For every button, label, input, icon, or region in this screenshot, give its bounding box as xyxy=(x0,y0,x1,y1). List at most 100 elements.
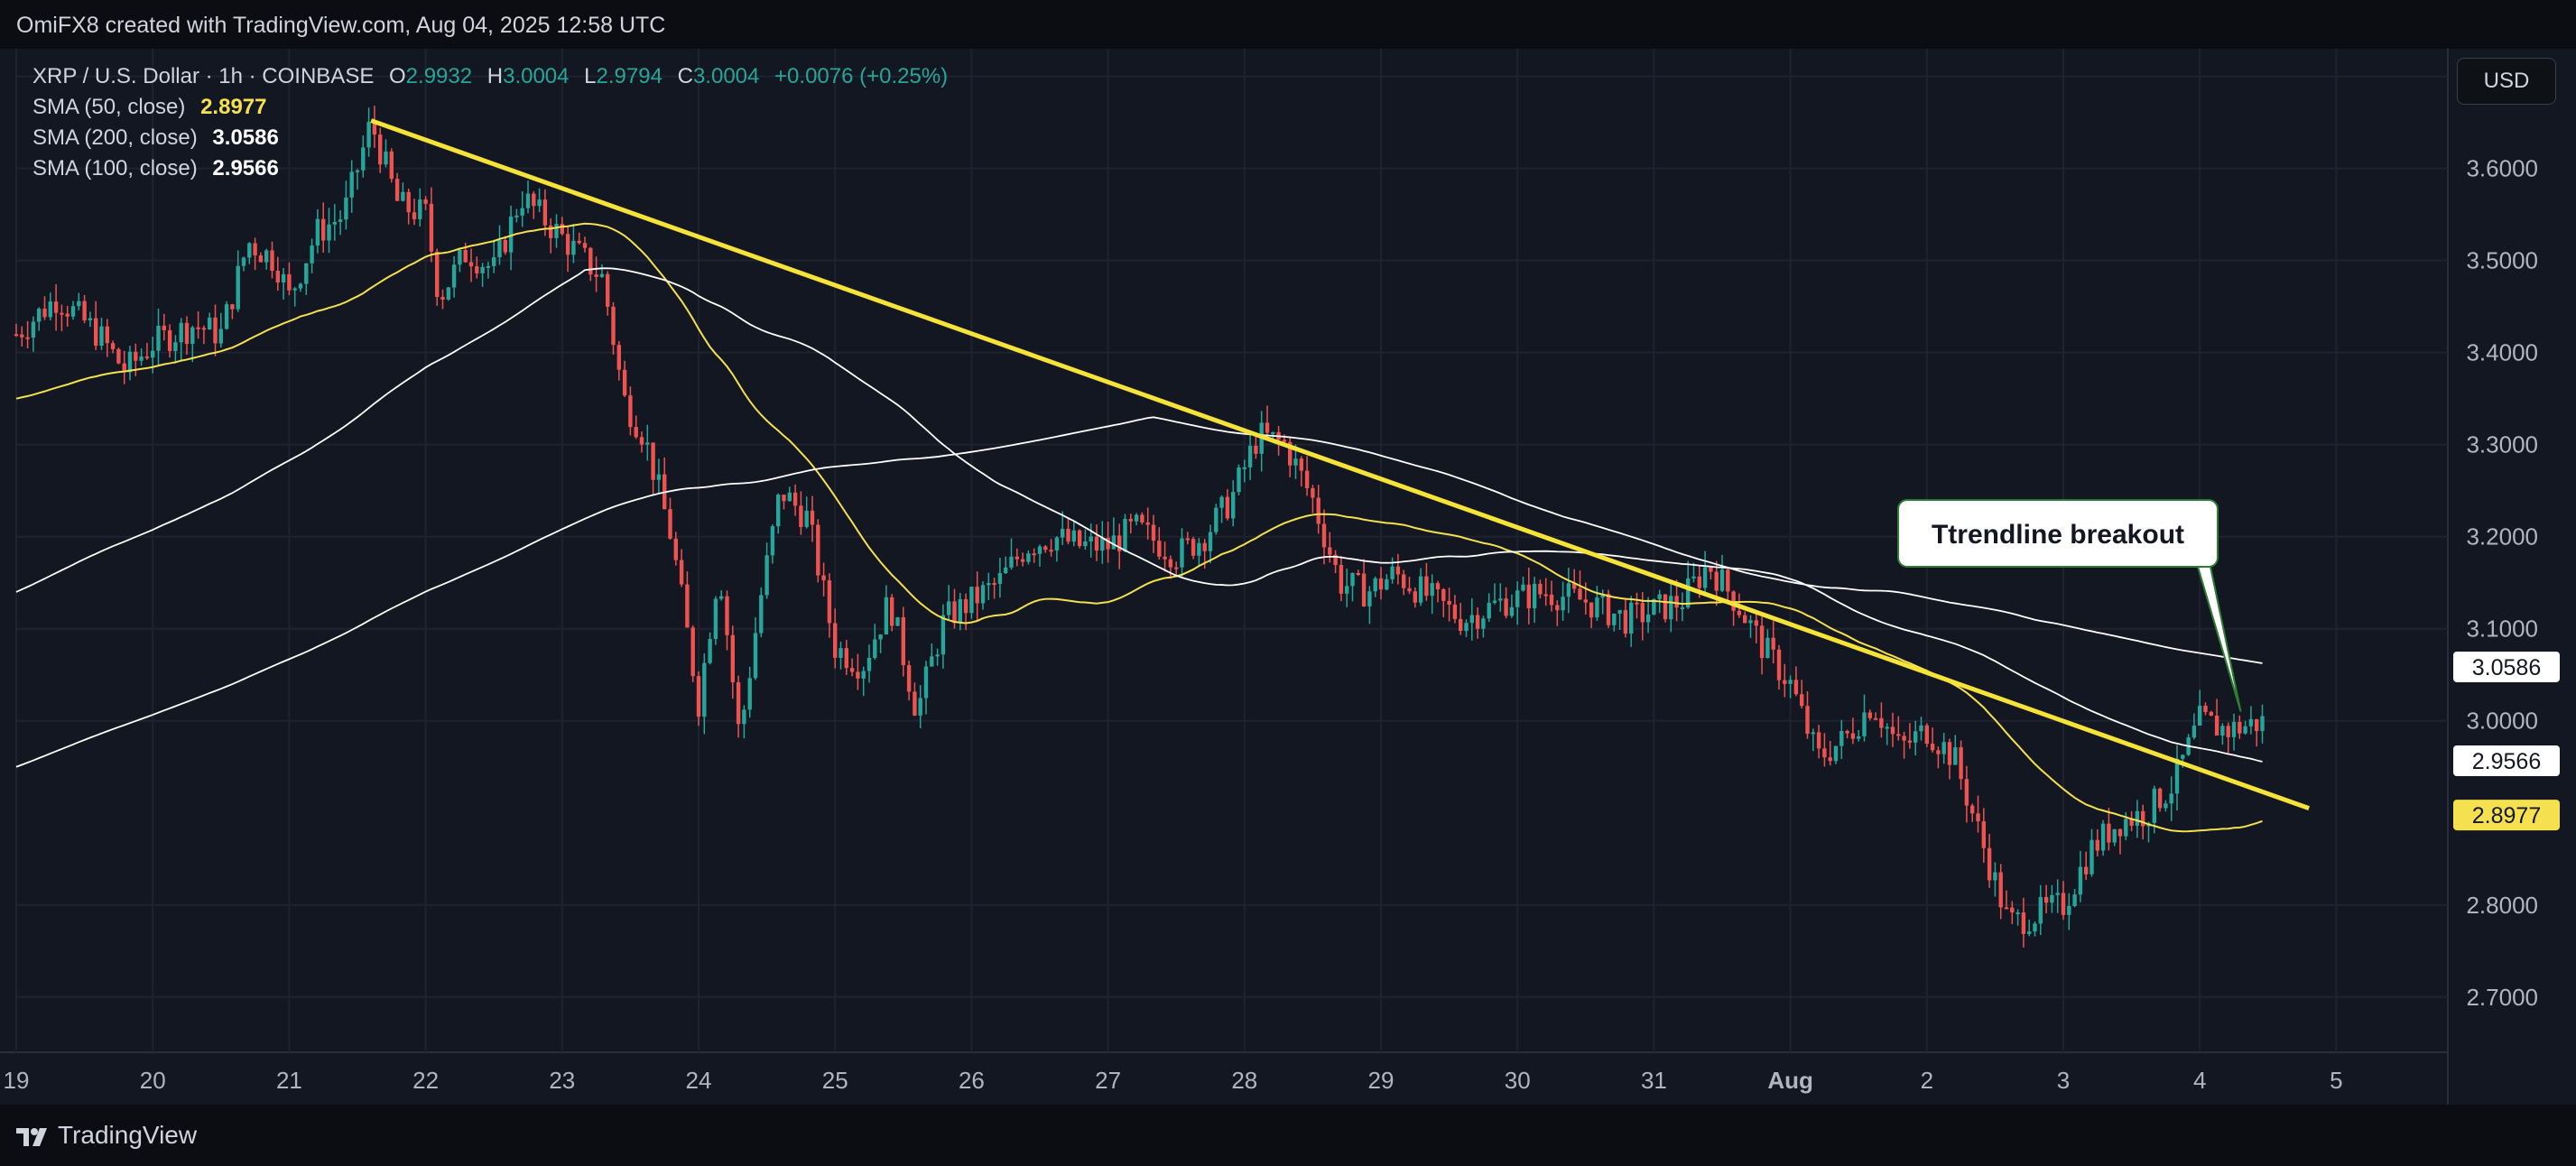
x-tick-label: 28 xyxy=(1231,1067,1257,1094)
y-tick-label: 3.3000 xyxy=(2466,431,2538,458)
candle xyxy=(2248,718,2254,726)
currency-button[interactable]: USD xyxy=(2457,58,2556,105)
candle xyxy=(1976,813,1980,822)
candle xyxy=(997,573,1003,584)
candle xyxy=(1833,745,1839,762)
candle xyxy=(890,597,894,626)
candle xyxy=(1004,567,1008,574)
candle xyxy=(878,634,883,640)
candle xyxy=(827,580,832,624)
candle xyxy=(1606,594,1611,625)
sma100-legend[interactable]: SMA (100, close) 2.9566 xyxy=(32,153,948,184)
candle xyxy=(423,199,428,204)
candle xyxy=(816,524,820,576)
candle xyxy=(1345,586,1349,594)
sma50-price-tag: 2.8977 xyxy=(2472,803,2541,828)
candle xyxy=(1459,618,1463,632)
candle xyxy=(1321,523,1327,548)
candle xyxy=(1612,613,1617,625)
candle xyxy=(2027,931,2032,934)
candle xyxy=(1572,583,1577,589)
candle xyxy=(1066,528,1070,542)
candle xyxy=(1640,603,1645,623)
candle xyxy=(992,583,996,586)
candle xyxy=(446,287,450,300)
candle xyxy=(1674,596,1679,608)
candle xyxy=(1981,821,1986,848)
candle xyxy=(1214,507,1219,532)
chart-area[interactable]: 3.70003.60003.50003.40003.30003.20003.10… xyxy=(0,49,2576,1105)
symbol-title[interactable]: XRP / U.S. Dollar · 1h · COINBASE xyxy=(32,64,375,88)
y-tick-label: 3.5000 xyxy=(2466,247,2538,274)
candle xyxy=(1032,553,1036,556)
candle xyxy=(1254,445,1258,454)
candle xyxy=(759,595,764,634)
candle xyxy=(1857,736,1861,739)
candle xyxy=(1242,467,1246,469)
candle xyxy=(1998,872,2003,908)
x-tick-label: 2 xyxy=(1921,1067,1933,1094)
candle xyxy=(503,239,507,253)
sma200-legend[interactable]: SMA (200, close) 3.0586 xyxy=(32,123,948,153)
candle xyxy=(1907,740,1913,743)
candle xyxy=(20,334,24,338)
candle xyxy=(713,598,718,639)
candle xyxy=(1726,569,1730,592)
candle xyxy=(236,265,240,310)
sma50-price-tag-bg xyxy=(2453,800,2560,831)
candle xyxy=(1680,606,1685,609)
candle xyxy=(1117,535,1122,551)
candle xyxy=(980,585,986,604)
candle xyxy=(1026,553,1031,562)
candle xyxy=(1805,706,1810,735)
candle xyxy=(99,326,104,346)
candle xyxy=(1140,514,1144,523)
candle xyxy=(616,345,621,370)
candle xyxy=(856,671,860,679)
candle xyxy=(196,327,200,329)
y-tick-label: 2.8000 xyxy=(2466,892,2538,919)
candle xyxy=(144,356,150,358)
y-tick-label: 3.6000 xyxy=(2466,155,2538,182)
candle xyxy=(770,526,775,556)
candle xyxy=(1134,514,1139,522)
candle xyxy=(1083,541,1088,547)
candle xyxy=(1282,440,1287,442)
candle xyxy=(866,657,872,671)
time-axis-background xyxy=(0,1052,2448,1105)
candle xyxy=(1771,637,1775,650)
sma50-legend[interactable]: SMA (50, close) 2.8977 xyxy=(32,92,948,123)
candle xyxy=(1941,742,1946,754)
candle xyxy=(48,301,52,318)
candle xyxy=(679,560,684,585)
candle xyxy=(560,224,564,235)
candle xyxy=(1339,565,1344,594)
candle xyxy=(611,306,616,346)
candle xyxy=(1521,584,1525,591)
candle xyxy=(412,212,417,219)
candle xyxy=(2043,896,2049,903)
ohlc-row: XRP / U.S. Dollar · 1h · COINBASE O2.993… xyxy=(32,61,948,92)
candle xyxy=(224,304,229,329)
candle xyxy=(782,495,786,502)
candle xyxy=(1867,712,1872,718)
candle xyxy=(2129,819,2134,826)
candle xyxy=(1407,588,1412,592)
candle xyxy=(451,264,457,288)
x-tick-label: 21 xyxy=(276,1067,302,1094)
candle xyxy=(361,147,366,171)
candle xyxy=(355,170,360,172)
candle xyxy=(1197,542,1201,556)
tradingview-logo[interactable]: TradingView xyxy=(16,1121,197,1150)
candle xyxy=(1538,583,1543,595)
candle xyxy=(708,638,712,663)
candle xyxy=(1293,458,1298,466)
price-chart[interactable]: 3.70003.60003.50003.40003.30003.20003.10… xyxy=(0,49,2576,1105)
candle xyxy=(2243,726,2247,734)
candle xyxy=(736,681,741,725)
candle xyxy=(839,648,843,658)
candle xyxy=(230,304,235,310)
candle xyxy=(1578,588,1582,600)
candle xyxy=(702,662,707,717)
candle xyxy=(1652,598,1656,615)
